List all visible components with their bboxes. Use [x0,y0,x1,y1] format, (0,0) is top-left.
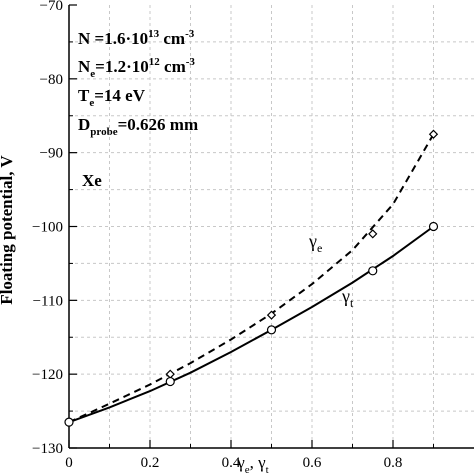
data-point-gamma-t [266,325,277,335]
data-point-gamma-t [368,266,378,276]
series-label-gamma-e: γe [308,231,322,255]
grid [69,5,474,448]
y-tick-label: −110 [33,293,63,309]
data-point-gamma-e [266,310,277,320]
axis-ticks: 0 0.2 0.4 0.6 0.8 −130 −120 −110 −100 −90 −80 −70 [32,0,434,471]
x-tick-label: 0.2 [141,455,160,471]
x-axis-title: γe, γt [236,453,268,474]
y-tick-label: −80 [40,72,63,88]
y-tick-label: −130 [32,441,63,457]
x-tick-label: 0.4 [222,455,241,471]
data-point-gamma-e [165,369,175,379]
y-tick-label: −90 [40,146,63,162]
x-tick-label: 0.8 [384,455,403,471]
series-label-gamma-t: γt [341,286,354,310]
y-tick-label: −70 [40,0,63,14]
annotation-gas: Xe [82,171,102,190]
series-curves [68,133,435,424]
x-tick-label: 0.6 [303,455,322,471]
series-markers [64,129,439,427]
data-point-gamma-t [428,221,439,232]
data-point-gamma-e [368,229,378,239]
x-tick-label: 0 [65,455,73,471]
data-point-gamma-t [64,417,74,427]
data-point-gamma-t [165,376,175,387]
annotation-n: N =1.6·1013 cm-3 [78,28,195,48]
annotation-ne: Ne=1.2·1012 cm-3 [78,56,195,80]
y-tick-label: −100 [32,220,63,236]
annotation-dprobe: Dprobe=0.626 mm [78,115,198,138]
series-line-gamma-t [68,225,435,424]
annotation-te: Te=14 eV [78,86,146,109]
series-line-gamma-e [68,133,435,424]
data-point-gamma-e [428,129,439,139]
y-tick-label: −120 [32,367,63,383]
y-axis-title: Floating potential, V [0,155,16,305]
